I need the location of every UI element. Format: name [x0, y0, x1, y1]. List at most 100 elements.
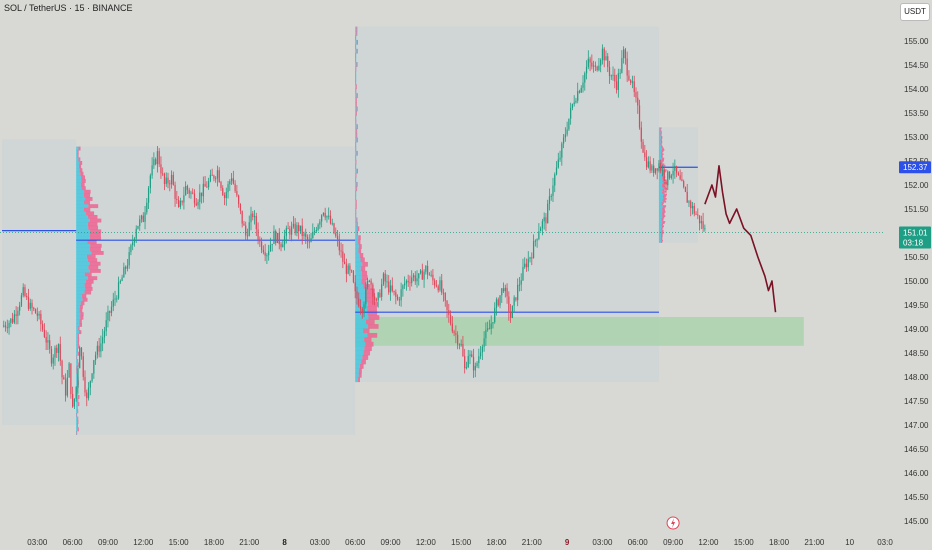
- candle-up: [554, 174, 556, 186]
- candle-down: [653, 165, 655, 173]
- profile-bar-value-area: [658, 160, 662, 163]
- profile-bar-volume: [355, 71, 357, 76]
- profile-bar-value-area: [658, 225, 662, 228]
- profile-bar-volume: [355, 57, 356, 63]
- candle-down: [388, 281, 390, 293]
- profile-bar-volume: [77, 150, 79, 155]
- price-axis[interactable]: 145.00 145.50 146.00 146.50 147.00 147.50 148.…: [885, 0, 932, 550]
- profile-bar-value-area: [658, 232, 662, 235]
- candle-down: [59, 344, 61, 361]
- profile-bar-value-area: [76, 272, 85, 277]
- candle-up: [400, 289, 402, 301]
- candle-down: [497, 299, 499, 306]
- candle-up: [476, 363, 478, 366]
- price-tick-label: 145.50: [904, 493, 929, 502]
- candle-down: [333, 223, 335, 234]
- profile-bar-value-area: [76, 341, 78, 345]
- profile-bar-value-area: [76, 197, 86, 201]
- profile-bar-value-area: [355, 266, 361, 272]
- candle-up: [478, 356, 480, 364]
- profile-bar-value-area: [658, 189, 663, 192]
- profile-bar-value-area: [76, 337, 78, 342]
- profile-bar-value-area: [355, 372, 359, 378]
- profile-bar-volume: [662, 199, 666, 202]
- candle-up: [674, 165, 676, 171]
- candle-down: [608, 67, 611, 76]
- time-axis[interactable]: 03:00 06:00 09:00 12:00 15:00 18:00 21:00 8 03:0…: [27, 516, 893, 547]
- profile-bar-volume: [662, 190, 666, 193]
- profile-bar-volume: [355, 177, 356, 183]
- profile-bar-volume: [660, 161, 663, 164]
- profile-bar-value-area: [76, 297, 83, 302]
- profile-bar-volume: [660, 137, 663, 140]
- profile-bar-volume: [355, 75, 357, 81]
- profile-bar-volume: [76, 355, 78, 360]
- candle-up: [292, 223, 295, 227]
- time-tick-label: 15:00: [451, 538, 472, 547]
- candle-up: [529, 257, 531, 259]
- profile-bar-value-area: [355, 315, 369, 320]
- time-tick-label: 12:00: [133, 538, 154, 547]
- candle-down: [329, 215, 332, 224]
- profile-bar-volume: [662, 186, 666, 189]
- profile-bar-volume: [356, 31, 358, 36]
- profile-bar-volume: [77, 348, 78, 353]
- candle-up: [19, 305, 21, 311]
- profile-bar-volume: [356, 110, 357, 116]
- candle-down: [681, 179, 683, 182]
- profile-bar-value-area: [76, 294, 82, 299]
- candle-up: [179, 200, 181, 208]
- profile-bar-volume: [78, 362, 80, 367]
- profile-bar-value-area: [658, 161, 661, 164]
- profile-bar-volume: [662, 215, 666, 217]
- candle-down: [257, 229, 259, 240]
- candle-down: [40, 313, 42, 325]
- candle-up: [573, 102, 575, 105]
- candle-down: [174, 184, 176, 199]
- profile-bar-volume: [660, 238, 663, 241]
- profile-bar-value-area: [658, 216, 662, 219]
- profile-bar-volume: [367, 332, 378, 338]
- currency-unit-button[interactable]: USDT: [900, 3, 930, 21]
- profile-bar-volume: [365, 341, 374, 347]
- candle-up: [430, 274, 432, 276]
- candle-up: [571, 104, 574, 108]
- profile-bar-value-area: [658, 205, 663, 207]
- profile-bar-value-area: [658, 153, 662, 156]
- candle-down: [243, 223, 245, 226]
- profile-bar-value-area: [76, 377, 78, 381]
- profile-bar-value-area: [355, 137, 357, 143]
- time-tick-label: 09:00: [381, 538, 402, 547]
- candle-down: [169, 183, 171, 185]
- candle-down: [340, 250, 342, 252]
- candle-up: [230, 178, 233, 182]
- candle-up: [598, 65, 600, 71]
- profile-bar-value-area: [76, 175, 82, 180]
- candle-up: [107, 311, 109, 321]
- profile-bar-value-area: [658, 136, 661, 138]
- profile-bar-volume: [356, 230, 358, 236]
- profile-bar-volume: [661, 213, 665, 216]
- candle-down: [56, 347, 58, 353]
- candle-down: [384, 273, 386, 282]
- candle-down: [624, 49, 627, 59]
- candle-up: [208, 181, 210, 188]
- profile-bar-value-area: [76, 153, 78, 158]
- profile-bar-volume: [77, 359, 79, 363]
- profile-bar-value-area: [76, 161, 80, 165]
- candle-down: [238, 195, 240, 204]
- candle-down: [211, 174, 213, 176]
- profile-bar-value-area: [658, 141, 661, 144]
- candle-up: [575, 100, 577, 103]
- candle-up: [216, 170, 219, 179]
- candle-up: [439, 280, 441, 291]
- candle-up: [20, 295, 23, 306]
- candle-down: [155, 159, 157, 165]
- profile-bar-volume: [87, 215, 98, 219]
- profile-bar-volume: [76, 369, 78, 374]
- candle-up: [225, 192, 227, 199]
- candle-down: [393, 290, 395, 293]
- symbol-title[interactable]: SOL / TetherUS · 15 · BINANCE: [4, 3, 133, 13]
- profile-bar-volume: [84, 283, 92, 288]
